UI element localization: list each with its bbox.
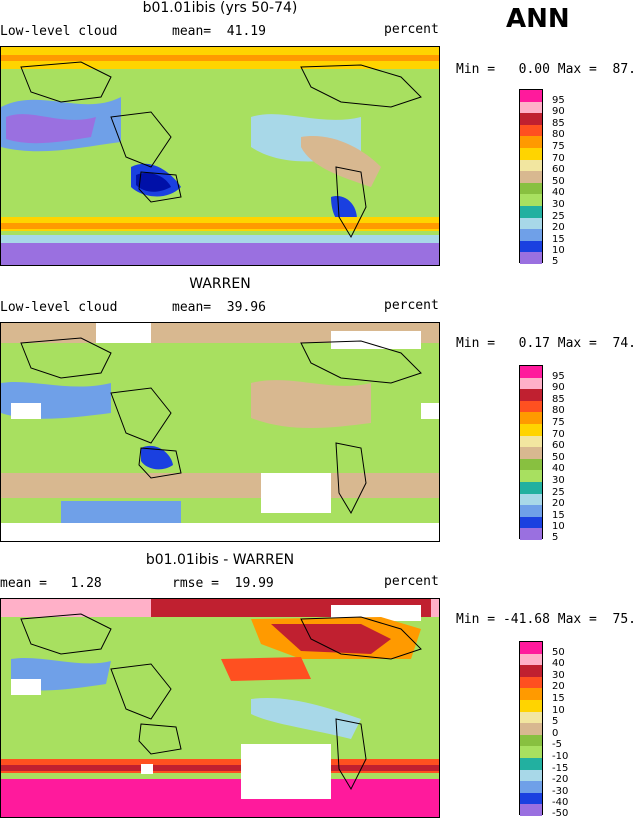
panel2-legend-90: 90 — [552, 382, 565, 393]
panel3-legend-20: 20 — [552, 681, 565, 692]
panel2-legend-85: 85 — [552, 394, 565, 405]
panel1-legend-25: 25 — [552, 211, 565, 222]
panel2-legend-5: 5 — [552, 532, 559, 543]
panel2-legend-80: 80 — [552, 405, 565, 416]
panel3-legend-50: 50 — [552, 647, 565, 658]
panel1-legend-40: 40 — [552, 187, 565, 198]
panel3-rmse: rmse = 19.99 — [172, 576, 274, 591]
panel1-variable-label: Low-level cloud — [0, 24, 118, 39]
panel3-minmax: Min = -41.68 Max = 75.01 — [456, 612, 633, 627]
panel3-legend-m20: -20 — [552, 774, 569, 785]
panel2-mean: mean= 39.96 — [172, 300, 266, 315]
panel1-legend-95: 95 — [552, 95, 565, 106]
panel1-units: percent — [384, 22, 439, 37]
panel1-legend-75: 75 — [552, 141, 565, 152]
panel2-legend-20: 20 — [552, 498, 565, 509]
panel2-legend-60: 60 — [552, 440, 565, 451]
panel2-variable-label: Low-level cloud — [0, 300, 118, 315]
panel1-legend-50: 50 — [552, 176, 565, 187]
panel3-units: percent — [384, 574, 439, 589]
panel2-colorbar — [519, 365, 543, 540]
panel3-legend-0: 0 — [552, 728, 559, 739]
panel3-colorbar — [519, 641, 543, 816]
panel2-title: WARREN — [189, 276, 251, 292]
panel2-units: percent — [384, 298, 439, 313]
panel3-legend-10: 10 — [552, 705, 565, 716]
panel1-legend-15: 15 — [552, 234, 565, 245]
panel2-legend-95: 95 — [552, 371, 565, 382]
panel1-legend-20: 20 — [552, 222, 565, 233]
panel3-legend-m15: -15 — [552, 763, 569, 774]
panel2-legend-70: 70 — [552, 429, 565, 440]
panel2-legend-10: 10 — [552, 521, 565, 532]
panel2-legend-40: 40 — [552, 463, 565, 474]
panel3-legend-m50: -50 — [552, 808, 569, 819]
panel3-title: b01.01ibis - WARREN — [145, 552, 295, 568]
panel2-legend-25: 25 — [552, 487, 565, 498]
panel3-mean: mean = 1.28 — [0, 576, 102, 591]
panel2-minmax: Min = 0.17 Max = 74.99 — [456, 336, 633, 351]
panel3-map — [0, 598, 440, 818]
panel3-legend-m5: -5 — [552, 739, 562, 750]
panel1-minmax: Min = 0.00 Max = 87.93 — [456, 62, 633, 77]
panel1-legend-70: 70 — [552, 153, 565, 164]
panel3-legend-40: 40 — [552, 658, 565, 669]
panel2-legend-15: 15 — [552, 510, 565, 521]
season-label: ANN — [506, 4, 570, 34]
panel3-legend-m30: -30 — [552, 786, 569, 797]
panel1-legend-90: 90 — [552, 106, 565, 117]
panel3-legend-5: 5 — [552, 716, 559, 727]
panel3-legend-m40: -40 — [552, 797, 569, 808]
panel3-legend-m10: -10 — [552, 751, 569, 762]
panel1-map — [0, 46, 440, 266]
panel1-title: b01.01ibis (yrs 50-74) — [142, 0, 298, 16]
panel1-legend-80: 80 — [552, 129, 565, 140]
panel2-map — [0, 322, 440, 542]
panel1-legend-30: 30 — [552, 199, 565, 210]
panel2-legend-50: 50 — [552, 452, 565, 463]
panel3-legend-15: 15 — [552, 693, 565, 704]
panel2-legend-75: 75 — [552, 417, 565, 428]
panel3-legend-30: 30 — [552, 670, 565, 681]
panel1-legend-10: 10 — [552, 245, 565, 256]
panel1-mean: mean= 41.19 — [172, 24, 266, 39]
panel1-legend-5: 5 — [552, 256, 559, 267]
panel2-legend-30: 30 — [552, 475, 565, 486]
panel1-colorbar — [519, 89, 543, 264]
panel1-legend-85: 85 — [552, 118, 565, 129]
panel1-legend-60: 60 — [552, 164, 565, 175]
